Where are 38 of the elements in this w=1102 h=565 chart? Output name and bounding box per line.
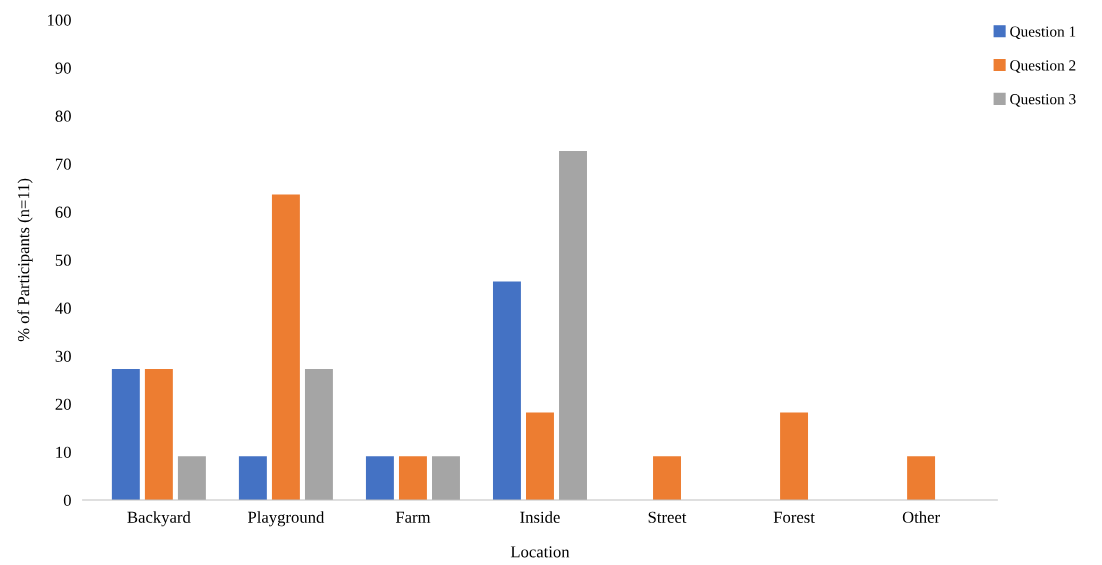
- y-tick-label: 100: [48, 14, 71, 26]
- legend-label: Question 1: [1010, 26, 1076, 40]
- bar: [780, 412, 809, 501]
- x-tick-label: Inside: [520, 511, 560, 523]
- y-tick-label: 80: [55, 110, 71, 122]
- bar: [365, 456, 394, 501]
- bar: [304, 368, 333, 501]
- bar: [238, 456, 267, 501]
- x-tick-label: Forest: [773, 511, 815, 523]
- bar: [559, 150, 587, 501]
- y-tick-label: 20: [55, 398, 71, 410]
- y-tick-label: 70: [55, 158, 71, 170]
- bar: [177, 456, 206, 501]
- bar: [653, 456, 681, 501]
- y-tick-label: 30: [55, 350, 71, 362]
- bar: [398, 456, 427, 501]
- legend-label: Question 3: [1010, 94, 1076, 107]
- bar: [111, 368, 140, 501]
- bar: [907, 456, 936, 501]
- y-tick-label: 50: [55, 254, 71, 266]
- x-tick-label: Backyard: [127, 511, 191, 527]
- y-axis-title: % of Participants (n=11): [17, 178, 33, 342]
- bar: [526, 412, 554, 501]
- bar: [271, 194, 300, 501]
- y-tick-label: 90: [55, 62, 71, 74]
- y-tick-label: 60: [55, 206, 71, 218]
- x-tick-label: Other: [902, 511, 940, 523]
- y-tick-label: 0: [63, 494, 71, 506]
- x-tick-label: Playground: [247, 511, 325, 527]
- x-tick-label: Farm: [395, 511, 431, 523]
- x-axis-title: Location: [510, 546, 570, 558]
- bar: [432, 456, 460, 501]
- y-tick-label: 10: [56, 446, 71, 458]
- bar: [144, 368, 173, 501]
- x-tick-label: Street: [648, 511, 687, 523]
- y-tick-label: 40: [55, 302, 71, 314]
- bar: [492, 281, 521, 501]
- legend-label: Question 2: [1010, 60, 1076, 73]
